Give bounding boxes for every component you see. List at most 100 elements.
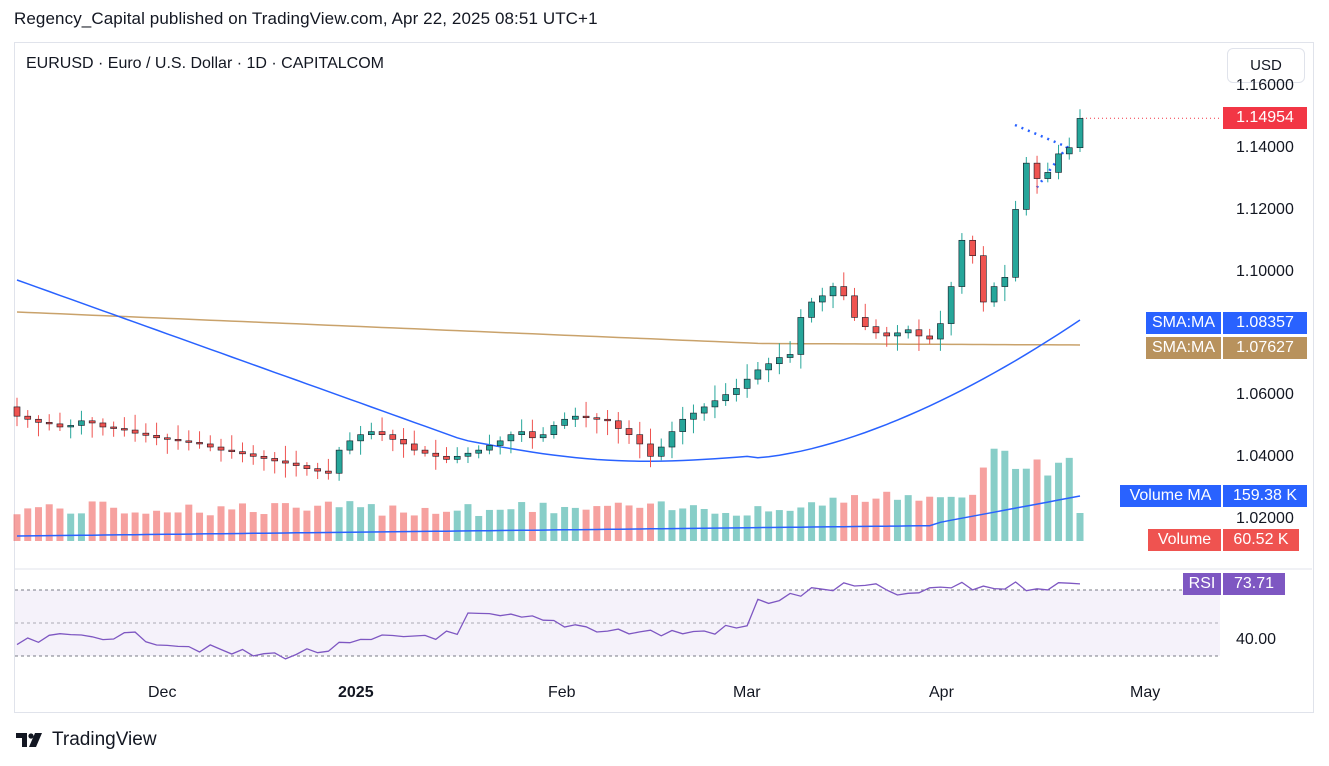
- volume-bar: [936, 497, 944, 541]
- candle-body: [260, 455, 268, 459]
- candle-body: [572, 415, 579, 420]
- volume-bar: [453, 510, 461, 541]
- candle-body: [765, 363, 772, 371]
- candle-body: [357, 434, 364, 442]
- price-tick: 1.06000: [1236, 386, 1294, 403]
- candle-body: [410, 443, 418, 451]
- price-tick: 1.14000: [1236, 139, 1294, 156]
- candle-body: [196, 442, 203, 445]
- volume-bar: [711, 513, 719, 541]
- volume-bar: [829, 497, 837, 541]
- candle-body: [980, 255, 987, 303]
- volume-bar: [604, 505, 612, 541]
- volume-bar: [571, 507, 579, 541]
- volume-bar: [1022, 468, 1030, 541]
- candle-body: [840, 286, 848, 297]
- symbol-title[interactable]: EURUSD · Euro / U.S. Dollar · 1D · CAPIT…: [26, 55, 384, 72]
- candle-body: [604, 418, 611, 422]
- volume-bar: [947, 496, 955, 541]
- candle-body: [303, 465, 311, 469]
- volume-bar: [400, 512, 408, 541]
- published-header: Regency_Capital published on TradingView…: [14, 9, 598, 28]
- volume-bar: [775, 510, 783, 541]
- candle-body: [346, 440, 354, 451]
- candles: [13, 109, 1084, 481]
- volume-bar: [861, 501, 869, 541]
- volume-bar: [281, 503, 289, 541]
- candle-body: [249, 453, 257, 457]
- volume-bar: [990, 448, 998, 541]
- price-tick: 1.04000: [1236, 448, 1294, 465]
- candle-body: [872, 326, 880, 334]
- candle-body: [142, 432, 150, 436]
- candle-body: [990, 286, 998, 303]
- candle-body: [786, 354, 794, 358]
- volume-bar: [1033, 459, 1041, 541]
- volume-bar: [120, 513, 128, 541]
- candle-body: [1055, 153, 1062, 173]
- candle-body: [99, 422, 107, 428]
- volume-ma-value: 159.38 K: [1223, 485, 1307, 507]
- rsi-value: 73.71: [1223, 573, 1285, 595]
- volume-bar: [1055, 462, 1063, 541]
- candle-body: [894, 332, 901, 337]
- candle-body: [808, 301, 815, 318]
- volume-bar: [421, 507, 429, 541]
- candle-body: [733, 388, 740, 395]
- price-tick: 1.10000: [1236, 263, 1294, 280]
- candle-body: [217, 446, 225, 451]
- volume-bar: [1001, 450, 1009, 541]
- volume-bar: [217, 506, 225, 541]
- sma-slow-line: [16, 311, 1081, 346]
- candle-body: [657, 446, 665, 457]
- volume-bar: [378, 515, 386, 541]
- time-label: Mar: [733, 684, 761, 701]
- candle-body: [690, 412, 697, 420]
- volume-bar: [722, 512, 730, 541]
- volume-bar: [271, 503, 279, 541]
- price-tick: 1.02000: [1236, 510, 1294, 527]
- tradingview-brand[interactable]: TradingView: [16, 729, 157, 751]
- volume-bar: [969, 494, 977, 541]
- candle-body: [13, 406, 21, 417]
- volume-bar: [485, 509, 493, 541]
- volume-bar: [818, 505, 826, 541]
- candle-body: [926, 335, 933, 340]
- rsi-name: RSI: [1183, 573, 1221, 595]
- volume-bar: [668, 510, 676, 541]
- candle-body: [861, 317, 869, 327]
- volume-bar: [754, 506, 762, 541]
- volume-bar: [314, 505, 322, 541]
- volume-bar: [303, 510, 311, 541]
- volume-bar: [1076, 513, 1084, 541]
- volume-bar: [228, 509, 236, 541]
- time-label: Dec: [148, 684, 177, 701]
- volume-bar: [464, 504, 472, 541]
- candle-body: [271, 458, 278, 462]
- candle-body: [378, 431, 386, 435]
- volume-bar: [206, 515, 214, 541]
- volume-bar: [335, 507, 343, 541]
- candle-body: [851, 295, 858, 318]
- volume-bar: [389, 505, 397, 541]
- candle-body: [1012, 209, 1019, 278]
- volume-name: Volume: [1148, 529, 1221, 551]
- volume-bar: [915, 500, 923, 541]
- volume-bar: [324, 501, 332, 541]
- candle-body: [432, 452, 440, 457]
- volume-bar: [593, 506, 601, 541]
- candle-body: [582, 415, 590, 419]
- candle-body: [518, 431, 525, 435]
- candle-body: [35, 418, 42, 423]
- price-tick: 1.12000: [1236, 201, 1294, 218]
- candle-body: [453, 455, 461, 460]
- volume-bar: [24, 508, 32, 541]
- volume-bar: [56, 508, 64, 541]
- candle-body: [239, 451, 246, 455]
- candle-body: [78, 420, 85, 426]
- volume-bar: [357, 507, 365, 541]
- volume-bar: [808, 502, 816, 541]
- currency-button[interactable]: USD: [1227, 48, 1305, 83]
- volume-bar: [765, 511, 773, 541]
